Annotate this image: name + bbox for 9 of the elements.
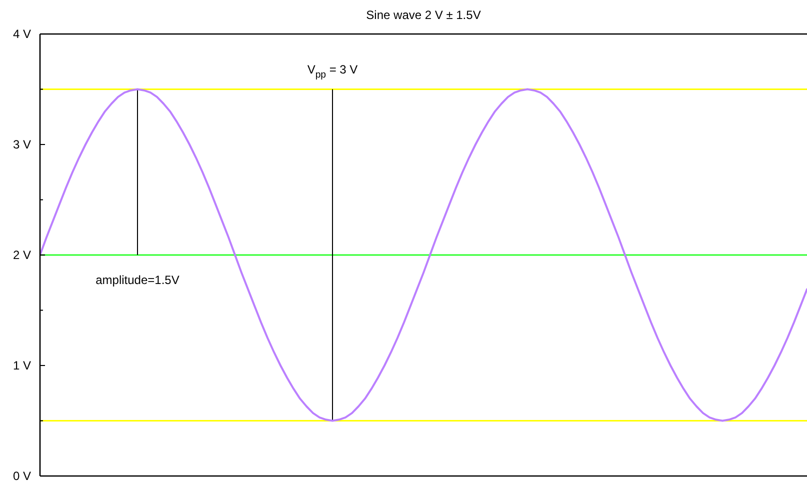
- y-tick-label: 2 V: [12, 248, 31, 262]
- annotation: amplitude=1.5V: [96, 273, 180, 287]
- line-series: [40, 88, 807, 422]
- chart-title: Sine wave 2 V ± 1.5V: [366, 8, 481, 22]
- y-tick-label: 1 V: [12, 358, 31, 373]
- y-tick-label: 4 V: [12, 27, 31, 42]
- y-tick-label: 0 V: [12, 469, 31, 484]
- annotation: V$_{pp}$ = 3 V: [307, 62, 358, 80]
- y-tick-label: 3 V: [12, 138, 31, 152]
